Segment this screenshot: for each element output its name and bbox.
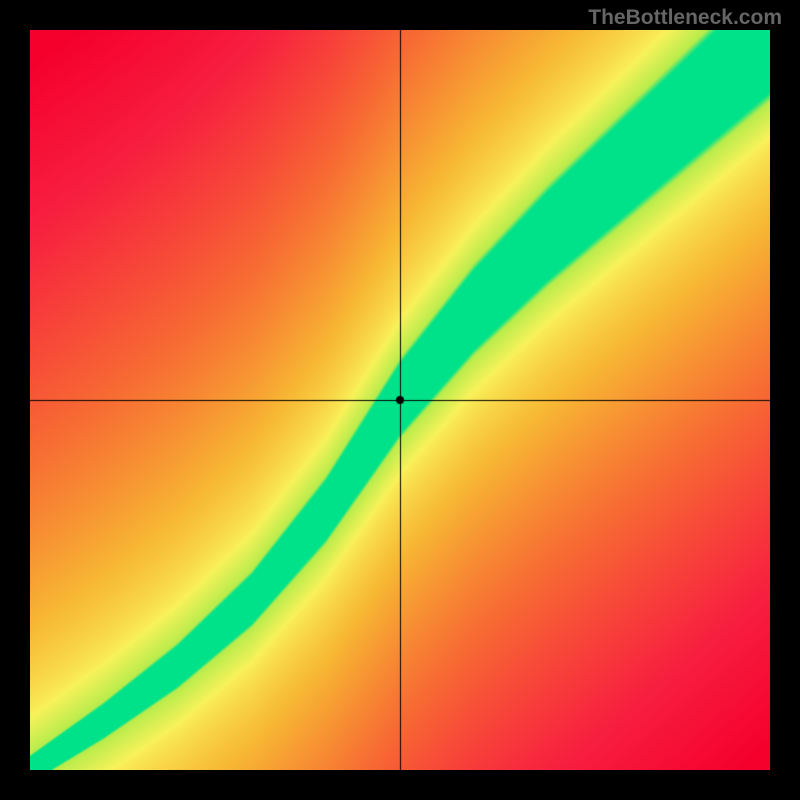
plot-area xyxy=(30,30,770,770)
overlay-canvas xyxy=(30,30,770,770)
watermark-text: TheBottleneck.com xyxy=(588,6,782,30)
